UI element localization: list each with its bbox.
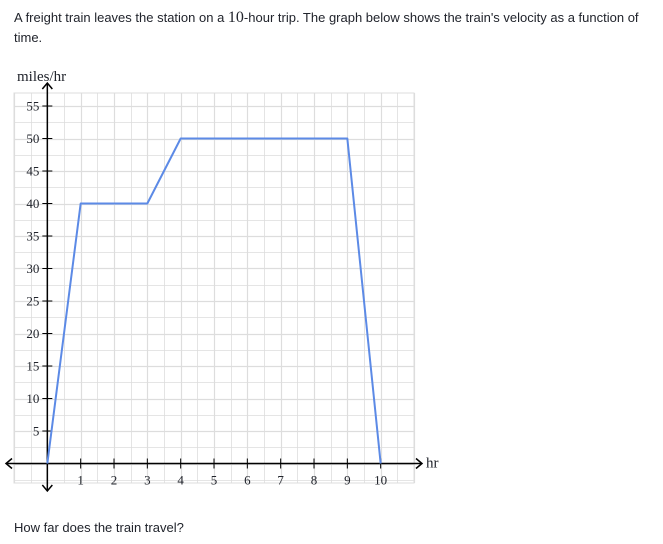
y-tick-label: 30 bbox=[26, 261, 39, 276]
y-tick-label: 55 bbox=[26, 99, 39, 114]
x-tick-label: 1 bbox=[77, 473, 84, 488]
x-axis-arrow-left bbox=[4, 457, 13, 470]
velocity-chart: miles/hr 1 2 3 4 5 6 7 8 9 10 5 10 15 20 25 30 35 40 45 50 5… bbox=[0, 60, 480, 500]
x-tick-label: 4 bbox=[177, 473, 184, 488]
trip-hours-value: 10 bbox=[227, 9, 244, 26]
x-tick-label: 6 bbox=[244, 473, 251, 488]
y-tick-label: 50 bbox=[26, 131, 39, 146]
problem-text-before: A freight train leaves the station on a bbox=[14, 10, 228, 25]
x-tick-label: 2 bbox=[111, 473, 118, 488]
y-axis-arrow-up bbox=[41, 81, 53, 90]
question-text: How far does the train travel? bbox=[14, 520, 184, 535]
velocity-chart-svg: miles/hr 1 2 3 4 5 6 7 8 9 1051015202530354045505… bbox=[4, 69, 439, 493]
y-tick-label: 35 bbox=[26, 229, 39, 244]
x-tick-label: 9 bbox=[344, 473, 351, 488]
y-tick-label: 10 bbox=[26, 391, 39, 406]
y-tick-label: 25 bbox=[26, 294, 39, 309]
y-axis-label: miles/hr bbox=[17, 69, 66, 85]
series-layer bbox=[46, 137, 382, 464]
velocity-line bbox=[46, 137, 382, 464]
x-tick-label: 10 bbox=[374, 473, 387, 488]
y-tick-label: 40 bbox=[26, 196, 39, 211]
x-tick-label: 5 bbox=[211, 473, 218, 488]
x-tick-label: 8 bbox=[311, 473, 318, 488]
y-tick-label: 5 bbox=[33, 424, 40, 439]
y-tick-label: 20 bbox=[26, 326, 39, 341]
y-tick-label: 15 bbox=[26, 359, 39, 374]
x-axis-label: hr bbox=[426, 456, 439, 472]
x-tick-label: 7 bbox=[277, 473, 284, 488]
y-tick-label: 45 bbox=[26, 164, 39, 179]
problem-text-after: -hour trip. The graph below shows the tr… bbox=[14, 10, 639, 45]
x-tick-label: 3 bbox=[144, 473, 151, 488]
y-axis-arrow-down bbox=[41, 484, 53, 493]
problem-statement: A freight train leaves the station on a … bbox=[14, 8, 654, 48]
grid bbox=[13, 92, 416, 484]
x-axis-arrow-right bbox=[415, 457, 424, 470]
